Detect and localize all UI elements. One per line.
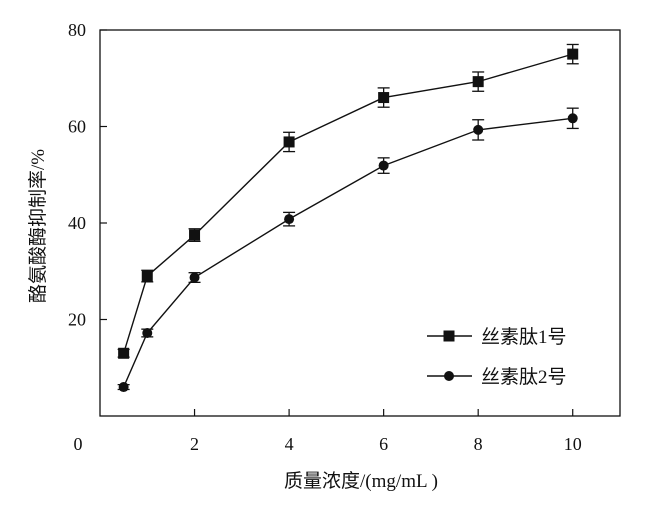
series-line [122,53,573,354]
data-point [189,272,200,283]
data-point [189,229,201,241]
data-point [567,113,578,124]
data-point [472,76,484,88]
legend-marker [443,330,455,342]
series-1 [117,43,579,359]
data-point [473,124,484,135]
x-tick-label: 4 [285,434,294,454]
y-axis-label: 酪氨酸酶抑制率/% [27,149,49,303]
data-point [283,136,295,148]
data-point [141,270,153,282]
legend-item-2: 丝素肽2号 [427,366,567,388]
x-axis-label: 质量浓度/(mg/mL ) [284,470,438,492]
y-tick-label: 40 [68,213,86,233]
data-point [378,92,390,104]
legend-label: 丝素肽2号 [481,366,567,388]
y-tick-label: 60 [68,117,86,137]
series-2 [117,107,579,393]
origin-tick-label: 0 [74,434,83,454]
plot-area [117,43,579,393]
legend-marker [444,371,454,381]
y-tick-label: 20 [68,310,86,330]
data-point [118,347,130,359]
x-tick-label: 8 [474,434,483,454]
x-tick-label: 10 [564,434,582,454]
x-tick-label: 6 [379,434,388,454]
y-tick-label: 80 [68,20,86,40]
legend-label: 丝素肽1号 [481,326,567,348]
axes: 2 4 6 8 10 20 40 60 80 [68,20,621,454]
data-point [118,382,129,393]
data-point [284,214,295,225]
data-point [142,328,153,339]
data-point [567,48,579,60]
data-point [378,160,389,171]
legend-item-1: 丝素肽1号 [427,326,567,348]
plot-frame [99,29,621,417]
x-tick-label: 2 [190,434,199,454]
